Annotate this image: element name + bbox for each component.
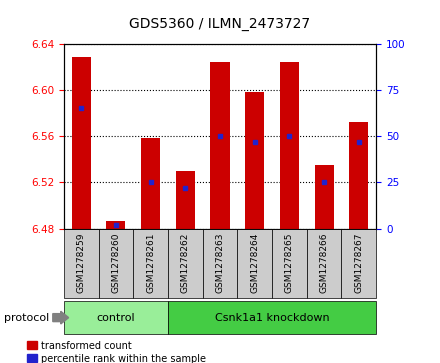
Text: GDS5360 / ILMN_2473727: GDS5360 / ILMN_2473727 <box>129 17 311 30</box>
Bar <box>210 62 230 229</box>
Bar <box>237 229 272 298</box>
Bar <box>106 221 125 229</box>
Text: GSM1278261: GSM1278261 <box>146 233 155 293</box>
Text: GSM1278264: GSM1278264 <box>250 233 259 293</box>
Bar <box>341 229 376 298</box>
Text: protocol: protocol <box>4 313 50 323</box>
Text: Csnk1a1 knockdown: Csnk1a1 knockdown <box>215 313 330 323</box>
Text: GSM1278265: GSM1278265 <box>285 233 294 293</box>
Bar <box>280 62 299 229</box>
Text: GSM1278267: GSM1278267 <box>354 233 363 293</box>
Bar <box>133 229 168 298</box>
Bar <box>203 229 237 298</box>
Bar <box>99 229 133 298</box>
Bar <box>72 57 91 229</box>
Text: GSM1278260: GSM1278260 <box>111 233 121 293</box>
Bar <box>176 171 195 229</box>
Bar <box>168 301 376 334</box>
Text: GSM1278262: GSM1278262 <box>181 233 190 293</box>
Text: GSM1278259: GSM1278259 <box>77 233 86 293</box>
Bar <box>141 138 160 229</box>
Bar <box>64 301 168 334</box>
Bar <box>349 122 368 229</box>
Bar <box>245 92 264 229</box>
Text: GSM1278263: GSM1278263 <box>216 233 224 293</box>
Bar <box>307 229 341 298</box>
Text: GSM1278266: GSM1278266 <box>319 233 329 293</box>
Legend: transformed count, percentile rank within the sample: transformed count, percentile rank withi… <box>27 340 206 363</box>
Bar <box>168 229 203 298</box>
Bar <box>64 229 99 298</box>
Bar <box>315 165 334 229</box>
Bar <box>272 229 307 298</box>
Text: control: control <box>96 313 135 323</box>
